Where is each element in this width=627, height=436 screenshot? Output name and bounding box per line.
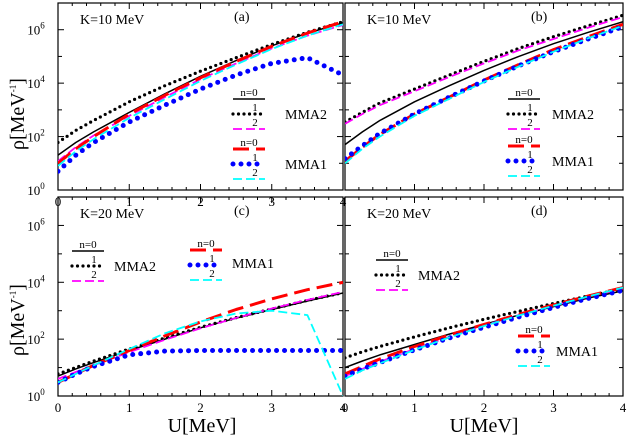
x-axis-title-right: U[MeV] [450, 415, 519, 436]
x-tick-label: 0 [55, 400, 62, 415]
legend-mma2: n=0 1 2 MMA2 [374, 248, 460, 291]
panel-d: 0 1 2 3 4 (d) K=20 MeV [342, 196, 627, 415]
legend-mma1: n=0 1 2 MMA1 [187, 238, 274, 281]
legend-n-label: 1 [527, 102, 533, 114]
series-mma1-n0 [58, 20, 343, 165]
legend-group-label: MMA1 [556, 345, 598, 360]
y-tick-label: 106 [27, 216, 45, 233]
y-axis-title-bottom: ρ[MeV-1] [7, 284, 29, 356]
x-tick-label: 0 [342, 400, 349, 415]
legend-group-label: MMA1 [285, 158, 327, 173]
x-tick-label: 3 [550, 400, 557, 415]
series-mma2-1 [58, 291, 343, 376]
panel-label: (a) [234, 10, 250, 25]
x-tick-label: 2 [197, 400, 204, 415]
y-tick-label: 102 [27, 128, 45, 145]
series-mma2-1 [345, 13, 623, 124]
panel-label: (c) [234, 204, 250, 219]
panel-label: (d) [531, 204, 548, 219]
k-annotation: K=10 MeV [80, 13, 144, 28]
legend-n-label: n=0 [240, 137, 258, 149]
x-tick-label: 1 [126, 400, 133, 415]
k-annotation: K=20 MeV [367, 207, 431, 222]
legend-group-label: MMA2 [285, 108, 327, 123]
x-tick-label: 1 [411, 400, 418, 415]
legend-n-label: n=0 [525, 324, 543, 336]
legend-n-label: n=0 [515, 87, 533, 99]
x-axis-title-left: U[MeV] [168, 415, 237, 436]
legend-mma2: n=0 1 2 MMA2 [70, 239, 156, 282]
y-tick-label: 104 [27, 273, 45, 290]
legend-n-label: 2 [395, 278, 401, 290]
y-axis-title-top: ρ[MeV-1] [7, 78, 29, 150]
legend-panel-a: n=0 1 2 MMA2 n=0 1 2 MMA1 [230, 87, 327, 180]
panel-b: (b) K=10 MeV [344, 2, 624, 191]
legend-group-label: MMA1 [232, 257, 274, 272]
series-mma1-2 [58, 23, 343, 167]
x-tick-label: 3 [269, 400, 276, 415]
legend-n-label: 1 [209, 253, 215, 265]
legend-n-label: 2 [252, 167, 258, 179]
series-mma2-n0 [345, 20, 623, 146]
legend-n-label: 2 [91, 269, 97, 281]
legend-panel-d: n=0 1 2 MMA2 n=0 1 2 MMA1 [374, 248, 598, 367]
y-tick-label: 100 [27, 181, 45, 198]
legend-group-label: MMA2 [418, 269, 460, 284]
legend-mma2: n=0 1 2 MMA2 [506, 87, 594, 130]
legend-n-label: 1 [395, 263, 401, 275]
series-mma1-1 [345, 287, 623, 379]
legend-n-label: 2 [537, 354, 543, 366]
legend-mma1: n=0 1 2 MMA1 [505, 134, 594, 177]
y-tick-label: 102 [27, 330, 45, 347]
panel-label: (b) [531, 10, 548, 25]
x-tick-label: 2 [481, 400, 488, 415]
series-mma2-2 [345, 16, 623, 125]
series-mma1-1 [58, 348, 343, 385]
legend-n-label: 2 [527, 117, 533, 129]
legend-n-label: 2 [252, 117, 258, 129]
legend-n-label: 1 [537, 339, 543, 351]
legend-group-label: MMA2 [114, 260, 156, 275]
y-tick-label: 100 [27, 387, 45, 404]
series-mma1-2 [345, 24, 623, 164]
x-tick-label: 4 [620, 400, 627, 415]
legend-panel-c: n=0 1 2 MMA2 n=0 1 2 MMA1 [70, 238, 274, 282]
legend-n-label: 1 [527, 149, 533, 161]
legend-mma1: n=0 1 2 MMA1 [230, 137, 327, 180]
legend-n-label: n=0 [383, 248, 401, 260]
legend-n-label: 1 [91, 254, 97, 266]
k-annotation: K=20 MeV [80, 207, 144, 222]
legend-n-label: 1 [252, 152, 258, 164]
legend-group-label: MMA1 [552, 155, 594, 170]
x-tick-label: 4 [340, 400, 347, 415]
legend-n-label: n=0 [79, 239, 97, 251]
legend-n-label: n=0 [240, 87, 258, 99]
legend-group-label: MMA2 [552, 108, 594, 123]
k-annotation: K=10 MeV [367, 13, 431, 28]
legend-n-label: 2 [209, 268, 215, 280]
legend-n-label: 2 [527, 164, 533, 176]
series-mma1-2 [58, 309, 343, 396]
legend-n-label: n=0 [515, 134, 533, 146]
legend-mma1: n=0 1 2 MMA1 [515, 324, 598, 367]
legend-n-label: n=0 [197, 238, 215, 250]
series-mma2-1 [345, 287, 623, 360]
y-tick-label: 104 [27, 74, 45, 91]
legend-n-label: 1 [252, 102, 258, 114]
legend-mma2: n=0 1 2 MMA2 [231, 87, 327, 130]
y-tick-label: 106 [27, 21, 45, 38]
series-mma1-2 [345, 286, 623, 380]
series-mma1-1 [58, 55, 343, 174]
legend-panel-b: n=0 1 2 MMA2 n=0 1 2 MMA1 [505, 87, 594, 177]
series-mma2-1 [58, 20, 343, 145]
